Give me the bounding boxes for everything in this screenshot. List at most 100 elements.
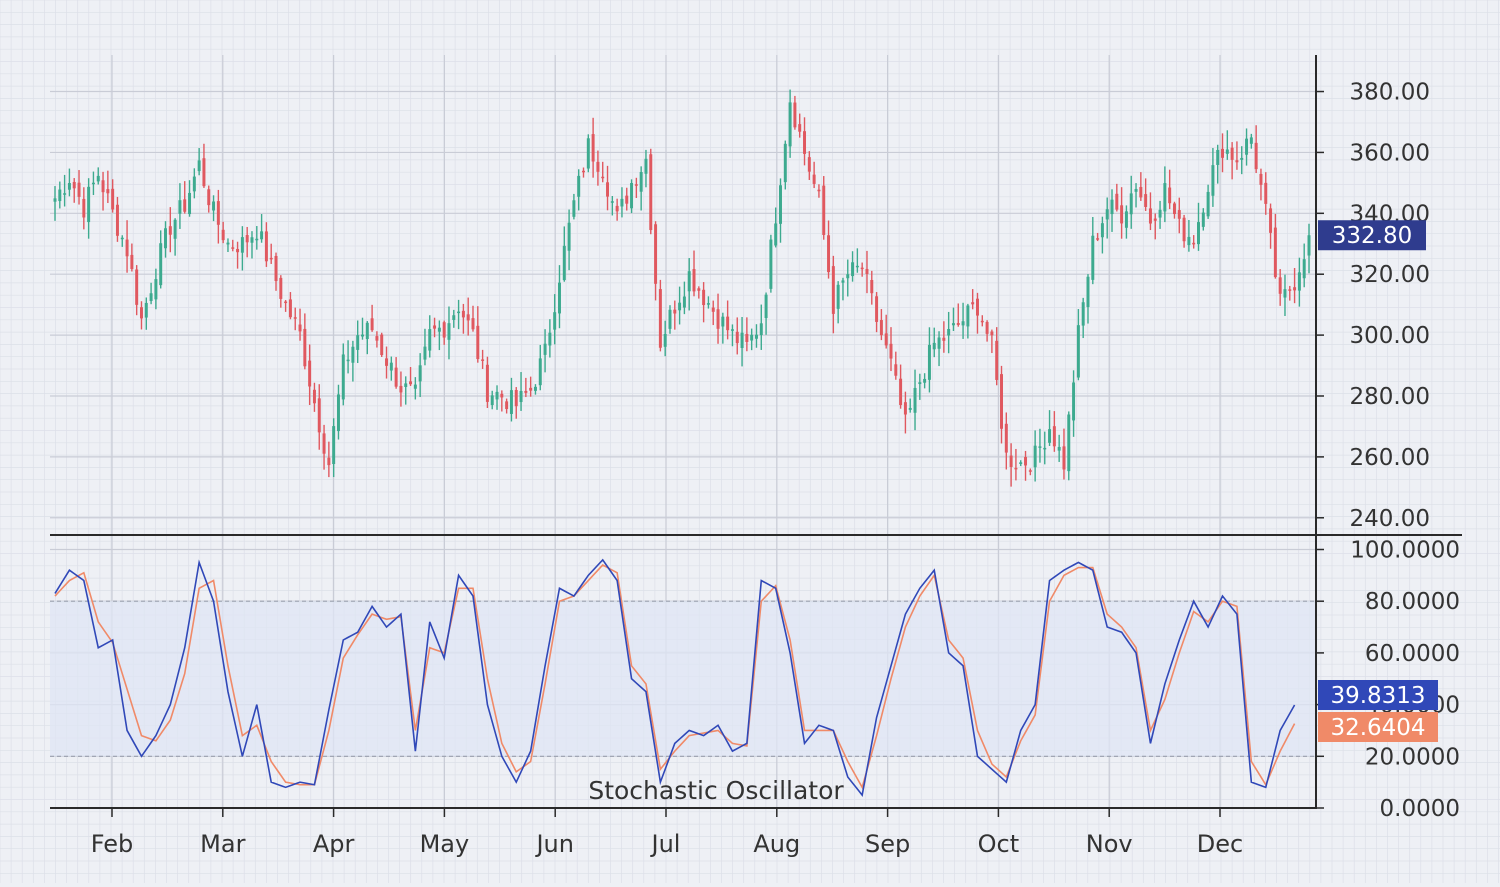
candle <box>389 356 393 381</box>
candle-body <box>639 172 643 192</box>
osc-tick-label: 100.0000 <box>1350 538 1460 564</box>
candle <box>812 161 816 189</box>
candle <box>250 231 254 259</box>
candle <box>1004 412 1008 470</box>
candle <box>538 344 542 391</box>
candle-body <box>1134 188 1138 192</box>
candle <box>975 292 979 334</box>
candle-body <box>264 231 268 262</box>
candle <box>995 327 999 386</box>
candle <box>111 179 115 213</box>
candle <box>485 356 489 409</box>
candle <box>303 313 307 370</box>
candle <box>212 195 216 222</box>
candle-body <box>481 359 485 361</box>
candle <box>918 373 922 400</box>
candle <box>779 178 782 243</box>
candle <box>418 353 422 398</box>
candle <box>361 317 364 340</box>
candle <box>231 239 235 252</box>
candle <box>735 317 739 355</box>
candle-body <box>702 289 706 306</box>
x-axis-labels: Feb Mar Apr May Jun Jul Aug Sep Oct Nov Dec <box>91 808 1243 858</box>
candle-body <box>77 182 81 197</box>
candle <box>1230 142 1234 180</box>
candle <box>1000 365 1003 444</box>
candle <box>1158 200 1162 229</box>
candle <box>1009 443 1013 487</box>
candle-body <box>1182 217 1186 242</box>
candle-body <box>428 329 432 351</box>
candle-body <box>875 296 879 322</box>
candle <box>649 148 653 235</box>
candle <box>351 340 355 382</box>
last-price-tag: 332.80 <box>1318 220 1426 251</box>
candle-body <box>947 328 951 336</box>
candle <box>125 220 129 273</box>
candle-body <box>1168 187 1172 204</box>
candle-body <box>298 324 302 332</box>
candle <box>317 384 321 450</box>
candle-body <box>341 354 345 400</box>
candle <box>274 252 278 291</box>
candle <box>183 181 187 214</box>
candle-body <box>91 182 95 185</box>
candle-body <box>274 255 278 282</box>
candle <box>879 309 883 341</box>
last-price-tag-bg <box>1318 220 1426 251</box>
candle-body <box>971 302 975 305</box>
candle <box>1100 216 1104 254</box>
candle-body <box>500 393 504 398</box>
candle <box>1254 125 1258 174</box>
candle <box>269 243 273 264</box>
candle-body <box>332 426 336 465</box>
candle-body <box>1278 277 1282 294</box>
candle <box>87 178 91 239</box>
candle-body <box>1245 138 1249 155</box>
candle-body <box>591 134 595 162</box>
candle-body <box>735 331 739 344</box>
candle-body <box>630 183 634 209</box>
candle-body <box>687 271 691 292</box>
candle <box>139 301 143 330</box>
candle <box>159 230 163 289</box>
candle-body <box>164 228 167 249</box>
candle <box>1192 235 1196 249</box>
candle-body <box>1269 208 1273 233</box>
candle <box>437 320 441 351</box>
candle-body <box>96 175 100 182</box>
candle <box>264 222 268 267</box>
candle <box>1057 434 1061 462</box>
candle <box>173 218 177 256</box>
candle-body <box>293 317 297 319</box>
candle-body <box>178 200 182 214</box>
candle <box>500 390 504 412</box>
candle <box>706 296 710 309</box>
candle-body <box>1139 186 1143 198</box>
candle-body <box>860 267 864 270</box>
candle <box>1134 183 1138 208</box>
candle-body <box>942 337 946 341</box>
candle-body <box>841 280 845 283</box>
oscillator-title: Stochastic Oscillator <box>588 776 844 805</box>
candle <box>937 331 941 367</box>
candle-body <box>250 237 254 243</box>
candle <box>1139 172 1143 201</box>
candle <box>442 320 446 345</box>
month-label: Oct <box>978 830 1020 858</box>
candle-body <box>418 365 422 382</box>
candle <box>154 268 158 310</box>
candle <box>682 281 686 315</box>
candle <box>1043 431 1047 465</box>
candle <box>759 304 763 350</box>
candle-body <box>284 301 288 304</box>
candle <box>452 309 456 328</box>
candle-body <box>437 327 441 332</box>
candle-body <box>485 364 489 402</box>
candle-body <box>87 186 91 223</box>
candle <box>774 207 778 248</box>
month-label: May <box>420 830 470 858</box>
candle-body <box>1105 209 1109 220</box>
candle-body <box>1288 289 1292 291</box>
